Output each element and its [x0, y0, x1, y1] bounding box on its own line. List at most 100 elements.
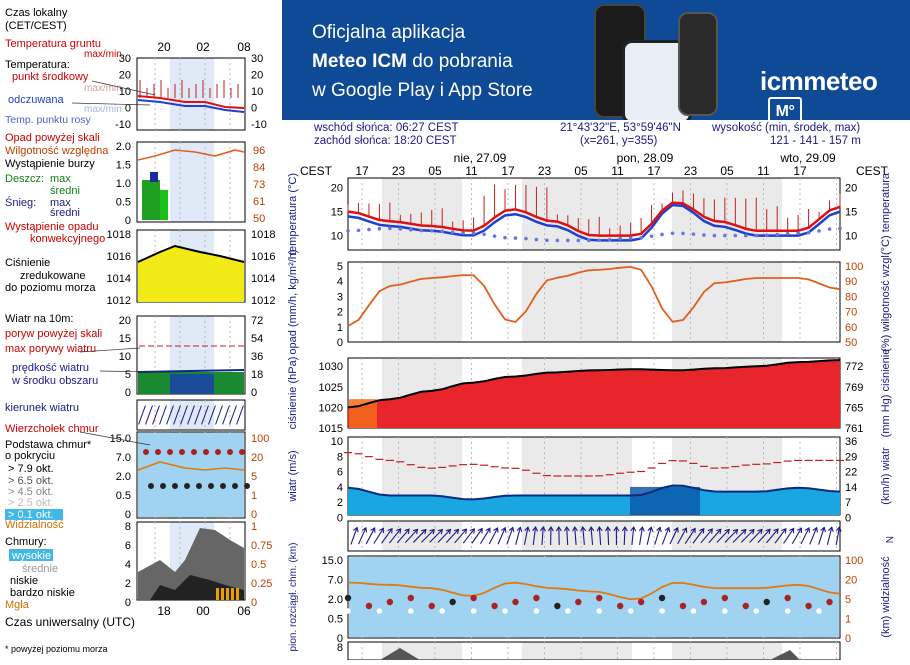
legend-precip-above: Opad powyżej skali [5, 132, 100, 144]
cloud-base-marker [387, 599, 393, 605]
legend-temp-tick-left: 30 [119, 53, 131, 65]
dew-point-marker [535, 238, 539, 242]
cloud-tick-left: 2.0 [328, 594, 343, 606]
wind-tick-left: 6 [337, 467, 343, 479]
wind-tick-left: 4 [337, 482, 343, 494]
legend-felt-temp: odczuwana [8, 94, 65, 106]
dew-point-marker [629, 236, 633, 240]
wind-tick-left: 10 [331, 436, 343, 448]
promo-app-name: Meteo ICM [312, 51, 407, 72]
precipitation-panel-night [522, 263, 632, 342]
wind-direction-panel-night [382, 522, 462, 551]
cloud-base-marker [533, 595, 539, 601]
sunset-text: zachód słońca: 18:20 CEST [314, 135, 457, 147]
dew-point-marker [807, 231, 811, 235]
legend-humidity-tick-right: 50 [253, 213, 265, 225]
temp-axis-left: temperatura (°C) [287, 173, 299, 255]
humidity-tick-right: 80 [845, 291, 857, 303]
legend-rain-bar-mid [160, 190, 168, 220]
legend-levels-tick-left: 4 [125, 559, 131, 571]
legend-levels-tick-left: 6 [125, 540, 131, 552]
logo-mark: M° [768, 97, 802, 120]
humidity-tick-right: 60 [845, 322, 857, 334]
wind-tick-left: 0 [337, 513, 343, 525]
cloud-base-marker-light [345, 608, 351, 614]
cloud-base-marker [743, 603, 749, 609]
cloud-base-marker-light [377, 608, 383, 614]
day-label: nie, 27.09 [454, 151, 507, 165]
legend-mid-temp: punkt środkowy [12, 71, 89, 83]
legend-storm: Wystąpienie burzy [5, 158, 95, 170]
elevation-values: 121 - 141 - 157 m [770, 135, 861, 147]
legend-pressure-tick-left: 1014 [107, 273, 131, 285]
app-promo-banner[interactable]: Oficjalna aplikacja Meteo ICM do pobrani… [282, 0, 910, 120]
legend-temp-tick-left: 20 [119, 70, 131, 82]
legend-temp-tick-right: -10 [251, 119, 267, 131]
legend-cloud-base-marker-dark [184, 483, 190, 489]
legend-cloud-tick-left: 0.5 [116, 490, 131, 502]
cloud-base-marker-light [596, 608, 602, 614]
local-hour-label: 02 [196, 40, 210, 54]
dew-point-marker [451, 230, 455, 234]
local-time-label-2: (CET/CEST) [5, 20, 67, 32]
dew-point-marker [692, 232, 696, 236]
utc-hour-label: 00 [196, 604, 210, 618]
dew-point-marker [409, 228, 413, 232]
dew-point-marker [597, 239, 601, 243]
legend-cloud-base-2: o pokryciu [5, 450, 55, 462]
cloud-base-marker-light [502, 608, 508, 614]
dew-point-marker [765, 234, 769, 238]
cloud-base-marker [345, 595, 351, 601]
legend-cloud-base-marker-dark [208, 483, 214, 489]
legend-wind-tick-right: 0 [251, 387, 257, 399]
wind-tick-left: 8 [337, 451, 343, 463]
temperature-panel-night [522, 179, 632, 250]
precip-tick-left: 1 [337, 322, 343, 334]
dew-point-marker [367, 228, 371, 232]
legend-cloud-tick-left: 2.0 [116, 471, 131, 483]
legend-visibility-tick-right: 0 [251, 509, 257, 521]
legend-fog-bar [221, 588, 224, 600]
dew-point-marker [786, 232, 790, 236]
local-hour-label: 20 [157, 40, 171, 54]
humidity-tick-right: 70 [845, 307, 857, 319]
legend-convective-1: Wystąpienie opadu [5, 221, 98, 233]
dew-point-marker [545, 238, 549, 242]
legend-pressure-tick-left: 1018 [107, 229, 131, 241]
legend-cloud-base-marker-dark [172, 483, 178, 489]
legend-wind-direction: kierunek wiatru [5, 402, 79, 414]
legend-wind-tick-left: 20 [119, 315, 131, 327]
legend-cloud-base-marker [179, 449, 185, 455]
cloud-base-marker [554, 603, 560, 609]
cloud-sky-area [349, 557, 839, 637]
cloud-base-marker [659, 595, 665, 601]
cloud-base-marker-light [408, 608, 414, 614]
legend-mid-temp-mm: max/min [84, 83, 122, 94]
north-marker: N [883, 536, 894, 543]
dew-point-marker [399, 227, 403, 231]
timezone-left: CEST [300, 164, 333, 178]
promo-line-2-rest: do pobrania [407, 51, 513, 72]
legend-humidity-tick-right: 84 [253, 162, 265, 174]
wind-arrow-shaft [608, 527, 609, 545]
temp-tick-right: 20 [845, 183, 857, 195]
legend-precip-tick-left: 1.5 [116, 160, 131, 172]
temperature-panel-night [382, 179, 462, 250]
cloud-base-marker [680, 603, 686, 609]
legend-cloud-base-marker [239, 449, 245, 455]
cloud-base-marker-light [439, 608, 445, 614]
wind-tick-right: 0 [845, 513, 851, 525]
legend-fog-tick-right: 1 [251, 521, 257, 533]
legend-temp-tick-right: 20 [251, 70, 263, 82]
wind-axis-left-group: wiatr (m/s) [287, 450, 299, 502]
legend-cloud-base-marker-dark [220, 483, 226, 489]
dew-point-marker [639, 236, 643, 240]
legend-levels-tick-left: 8 [125, 521, 131, 533]
precip-axis-left: opad (mm/h, kg/m²/h) [287, 249, 299, 354]
cloud-base-marker-light [659, 608, 665, 614]
legend-low-clouds: niskie [10, 575, 38, 587]
legend-snow-mid: średni [50, 207, 80, 219]
dew-point-marker [388, 227, 392, 231]
dew-point-marker [713, 234, 717, 238]
cloud-base-marker-light [722, 608, 728, 614]
